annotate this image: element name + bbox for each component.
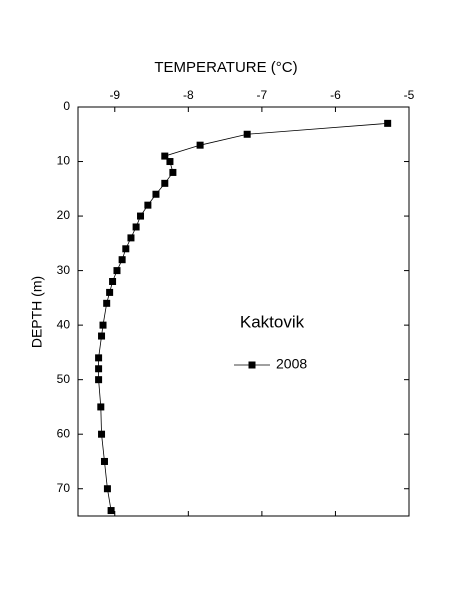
data-point [100, 457, 108, 465]
x-tick-label: -7 [257, 88, 268, 102]
x-axis-title: TEMPERATURE (°C) [154, 59, 297, 76]
data-point [113, 267, 121, 275]
data-point [109, 278, 117, 286]
x-tick-label: -9 [109, 88, 120, 102]
plot-frame [77, 106, 410, 517]
data-point [103, 299, 111, 307]
data-point [144, 201, 152, 209]
data-point [97, 403, 105, 411]
data-point [243, 130, 251, 138]
y-tick-label: 0 [63, 99, 70, 113]
y-tick-label: 70 [57, 481, 71, 495]
data-point [118, 256, 126, 264]
data-point [103, 485, 111, 493]
data-point [106, 288, 114, 296]
data-point [95, 365, 103, 373]
data-point [161, 179, 169, 187]
data-point [161, 152, 169, 160]
y-tick-label: 50 [57, 372, 71, 386]
y-tick-label: 30 [57, 263, 71, 277]
data-point [196, 141, 204, 149]
x-tick-label: -8 [183, 88, 194, 102]
x-tick-label: -6 [330, 88, 341, 102]
data-point [152, 190, 160, 198]
y-tick-label: 10 [57, 154, 71, 168]
legend-label: 2008 [276, 356, 307, 372]
data-point [166, 158, 174, 166]
data-point [95, 354, 103, 362]
data-point [132, 223, 140, 231]
y-tick-label: 20 [57, 208, 71, 222]
x-tick-label: -5 [404, 88, 415, 102]
data-point [127, 234, 135, 242]
annotation: Kaktovik [240, 312, 305, 331]
y-tick-label: 60 [57, 426, 71, 440]
data-point [98, 332, 106, 340]
data-point [169, 168, 177, 176]
y-axis-title: DEPTH (m) [29, 276, 45, 348]
data-point [99, 321, 107, 329]
y-tick-label: 40 [57, 317, 71, 331]
data-point [107, 507, 115, 515]
legend-marker [248, 361, 256, 369]
series-line [98, 122, 388, 511]
data-point [98, 430, 106, 438]
data-point [384, 119, 392, 127]
data-point [122, 245, 130, 253]
data-point [95, 376, 103, 384]
data-point [137, 212, 145, 220]
